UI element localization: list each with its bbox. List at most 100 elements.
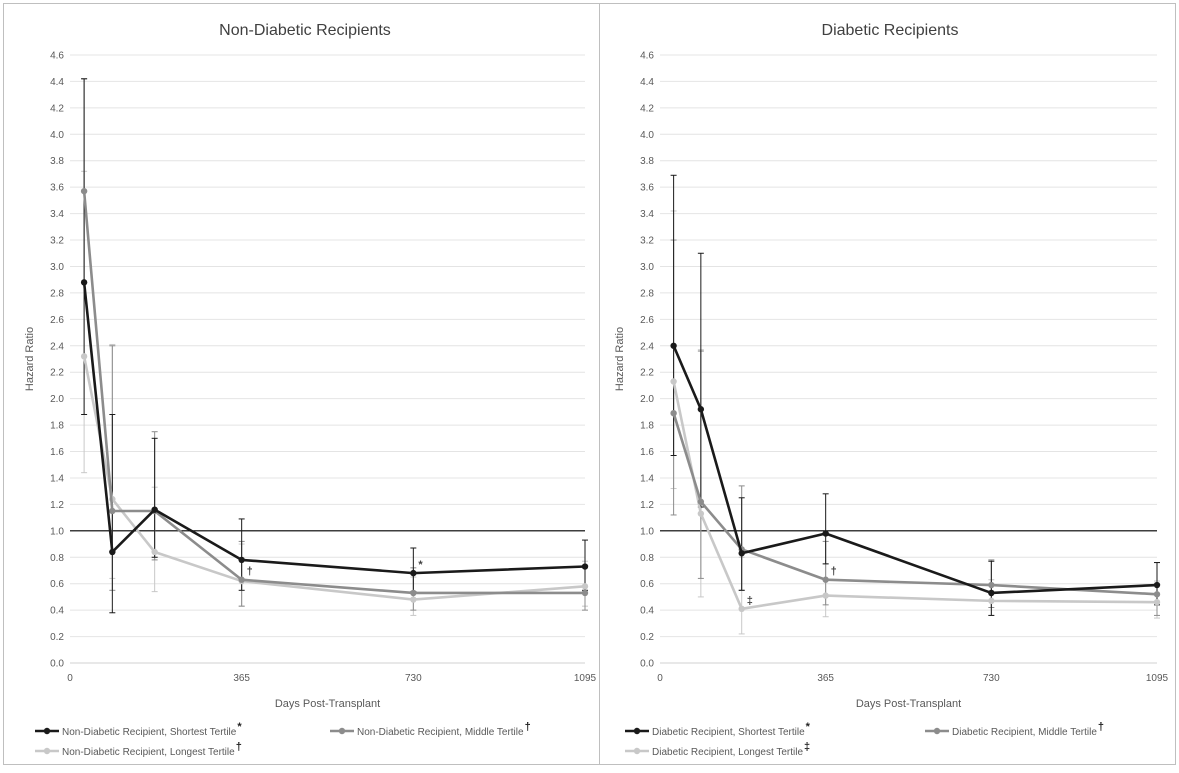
legend-significance-marker: †: [236, 741, 242, 753]
y-tick-label: 1.6: [50, 447, 64, 458]
data-point-middle: [109, 507, 116, 515]
y-tick-label: 1.2: [50, 500, 64, 511]
y-tick-label: 4.0: [640, 130, 654, 141]
y-tick-label: 1.2: [640, 500, 654, 511]
y-tick-label: 0.8: [50, 553, 64, 564]
x-tick-label: 1095: [1146, 673, 1169, 684]
legend-label: Diabetic Recipient, Longest Tertile: [652, 747, 803, 758]
y-tick-label: 0.2: [50, 632, 64, 643]
data-point-shortest: [822, 530, 829, 537]
y-tick-label: 0.6: [50, 579, 64, 590]
error-bars-middle: [670, 239, 1160, 616]
y-tick-label: 3.4: [50, 209, 64, 220]
y-tick-label: 2.0: [50, 394, 64, 405]
legend-swatch-marker: [933, 727, 941, 735]
data-point-longest: [670, 378, 677, 385]
y-tick-label: 0.8: [640, 553, 654, 564]
y-tick-label: 2.6: [640, 315, 654, 326]
y-tick-label: 0.0: [640, 659, 654, 670]
y-tick-label: 2.8: [50, 288, 64, 299]
chart-title: Diabetic Recipients: [822, 22, 959, 39]
series-line-shortest: [82, 282, 586, 575]
y-tick-label: 4.2: [50, 103, 64, 114]
y-tick-label: 2.4: [640, 341, 654, 352]
y-tick-label: 2.0: [640, 394, 654, 405]
y-tick-label: 2.4: [50, 341, 64, 352]
legend-item-middle: Diabetic Recipient, Middle Tertile †: [925, 721, 1104, 738]
legend-label: Non-Diabetic Recipient, Longest Tertile: [62, 747, 235, 758]
y-tick-label: 1.4: [640, 473, 654, 484]
data-point-longest: [822, 592, 829, 599]
legend-item-shortest: Non-Diabetic Recipient, Shortest Tertile…: [35, 721, 242, 738]
y-tick-label: 3.2: [50, 236, 64, 247]
y-tick-label: 3.0: [640, 262, 654, 273]
legend-swatch-marker: [43, 747, 51, 755]
y-tick-label: 3.0: [50, 262, 64, 273]
data-point-longest: [151, 548, 158, 556]
data-annotation: *: [418, 559, 423, 571]
data-point-shortest: [80, 279, 88, 286]
y-axis-label: Hazard Ratio: [24, 327, 36, 391]
y-tick-label: 0.0: [50, 659, 64, 670]
y-tick-label: 1.0: [640, 526, 654, 537]
y-tick-label: 2.6: [50, 315, 64, 326]
data-point-longest: [738, 605, 745, 613]
data-point-longest: [697, 510, 705, 517]
legend-significance-marker: *: [806, 721, 811, 733]
legend-swatch-marker: [43, 727, 51, 735]
x-tick-label: 730: [405, 673, 422, 684]
series-line-middle: [82, 191, 585, 595]
y-tick-label: 0.6: [640, 579, 654, 590]
y-tick-label: 4.6: [640, 51, 654, 62]
y-tick-label: 1.6: [640, 447, 654, 458]
legend-significance-marker: *: [237, 721, 242, 733]
legend-item-middle: Non-Diabetic Recipient, Middle Tertile †: [330, 721, 531, 738]
y-tick-label: 3.6: [50, 183, 64, 194]
data-point-middle: [410, 589, 417, 597]
legend-significance-marker: †: [1098, 721, 1104, 733]
legend-label: Non-Diabetic Recipient, Middle Tertile: [357, 727, 524, 738]
data-annotation: †: [831, 566, 837, 578]
y-tick-label: 4.6: [50, 51, 64, 62]
legend-item-longest: Diabetic Recipient, Longest Tertile ‡: [625, 741, 810, 758]
y-tick-label: 0.2: [640, 632, 654, 643]
data-point-middle: [581, 589, 589, 597]
data-point-longest: [581, 583, 589, 590]
series-line-shortest: [672, 345, 1158, 595]
data-point-longest: [988, 597, 995, 605]
data-point-middle: [697, 498, 705, 505]
y-tick-label: 1.8: [640, 421, 654, 432]
y-tick-label: 3.6: [640, 183, 654, 194]
x-tick-label: 730: [983, 673, 1000, 684]
data-annotation: ‡: [747, 595, 753, 607]
data-point-shortest: [1153, 581, 1161, 589]
data-point-middle: [1153, 591, 1161, 598]
data-point-shortest: [410, 569, 417, 577]
legend-significance-marker: ‡: [804, 741, 810, 753]
error-bars-longest: [670, 210, 1160, 635]
x-tick-label: 0: [657, 673, 663, 684]
y-tick-label: 1.8: [50, 421, 64, 432]
data-point-shortest: [109, 548, 116, 556]
data-point-middle: [822, 576, 829, 583]
chart-title: Non-Diabetic Recipients: [219, 22, 391, 39]
chart-non-diabetic: Non-Diabetic Recipients 0.0 0.2 0.4 0.6 0.8 1.…: [24, 22, 597, 758]
y-tick-label: 4.4: [50, 77, 64, 88]
y-tick-label: 4.2: [640, 103, 654, 114]
data-point-shortest: [151, 506, 158, 513]
y-tick-label: 3.2: [640, 236, 654, 247]
data-point-longest: [410, 596, 417, 603]
data-point-shortest: [738, 550, 745, 557]
y-tick-label: 3.8: [640, 156, 654, 167]
x-tick-label: 1095: [574, 673, 597, 684]
legend-item-shortest: Diabetic Recipient, Shortest Tertile *: [625, 721, 811, 738]
y-tick-label: 2.2: [640, 368, 654, 379]
right-panel-border: [599, 3, 1176, 765]
series-line-middle: [672, 412, 1158, 596]
legend-label: Non-Diabetic Recipient, Shortest Tertile: [62, 727, 237, 738]
y-tick-label: 0.4: [50, 606, 64, 617]
error-bars-shortest: [670, 174, 1160, 616]
y-tick-label: 1.4: [50, 473, 64, 484]
